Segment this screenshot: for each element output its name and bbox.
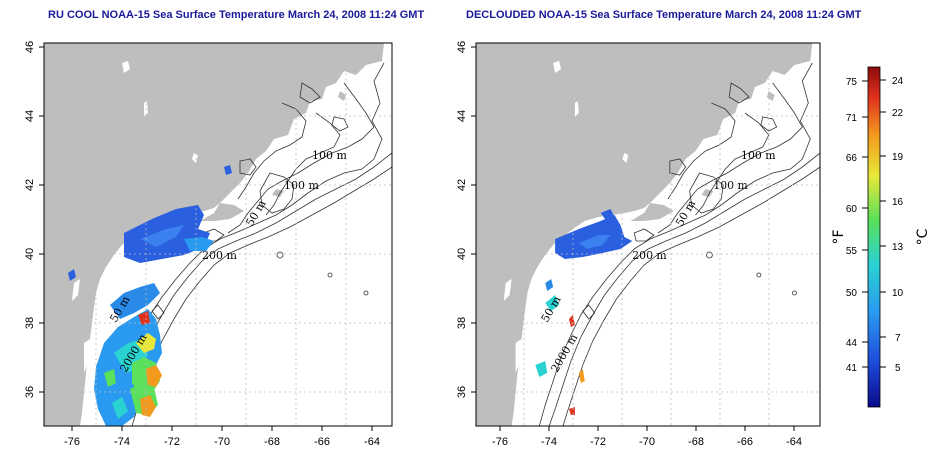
temperature-colorbar: 75 71 66 60 55 50 44 41 24 22 19 16 13 1… (831, 66, 931, 408)
celsius-tick-16: 16 (892, 197, 904, 208)
right-panel-title: DECLOUDED NOAA-15 Sea Surface Temperatur… (466, 9, 862, 21)
left-x-tick-72: -72 (164, 436, 180, 448)
right-y-tick-38: 38 (456, 317, 468, 329)
celsius-tick-7: 7 (895, 333, 901, 344)
fahrenheit-tick-50: 50 (846, 288, 858, 299)
fahrenheit-tick-66: 66 (846, 153, 858, 164)
celsius-unit-label: °C (915, 228, 931, 245)
left-contour-label-200m: 200 m (202, 249, 237, 262)
right-contour-label-50m-shelf: 50 m (539, 293, 564, 324)
right-contour-label-100m-north: 100 m (741, 149, 776, 162)
fahrenheit-unit-label: °F (831, 229, 847, 244)
fahrenheit-tick-55: 55 (846, 246, 858, 257)
left-plot-frame (43, 42, 393, 427)
right-x-tick-64: -64 (786, 436, 802, 448)
left-sst-patches (68, 165, 232, 426)
left-land-mask (44, 43, 384, 426)
celsius-tick-22: 22 (892, 108, 904, 119)
right-land-mask (476, 43, 813, 426)
right-x-tick-74: -74 (541, 436, 557, 448)
fahrenheit-tick-75: 75 (846, 77, 858, 88)
fahrenheit-tick-60: 60 (846, 204, 858, 215)
left-x-tick-74: -74 (114, 436, 130, 448)
right-contour-label-100m-south: 100 m (713, 179, 748, 192)
right-y-tick-46: 46 (456, 41, 468, 53)
left-x-tick-76: -76 (64, 436, 80, 448)
left-y-tick-36: 36 (24, 386, 36, 398)
left-y-tick-40: 40 (24, 248, 36, 260)
left-contour-label-50m-bank: 50 m (243, 197, 269, 228)
right-contour-label-200m: 200 m (632, 249, 667, 262)
fahrenheit-tick-71: 71 (846, 113, 858, 124)
right-contour-label-50m-bank: 50 m (673, 197, 698, 228)
left-contour-label-100m-north: 100 m (312, 149, 347, 162)
right-y-tick-44: 44 (456, 110, 468, 122)
colorbar-gradient (867, 66, 881, 408)
right-y-tick-36: 36 (456, 386, 468, 398)
right-x-tick-76: -76 (492, 436, 508, 448)
fahrenheit-tick-44: 44 (846, 338, 858, 349)
right-x-tick-68: -68 (688, 436, 704, 448)
fahrenheit-tick-41: 41 (846, 363, 858, 374)
right-contour-label-2000m: 2000 m (548, 331, 580, 374)
celsius-tick-10: 10 (892, 288, 904, 299)
right-x-tick-72: -72 (590, 436, 606, 448)
right-x-tick-70: -70 (639, 436, 655, 448)
left-y-tick-38: 38 (24, 317, 36, 329)
left-contour-label-100m-south: 100 m (284, 179, 319, 192)
right-sst-patches (535, 209, 633, 415)
left-x-tick-66: -66 (314, 436, 330, 448)
celsius-tick-24: 24 (892, 76, 904, 87)
right-plot-frame (475, 42, 821, 427)
left-grid (44, 43, 392, 426)
left-y-tick-44: 44 (24, 110, 36, 122)
left-x-tick-70: -70 (214, 436, 230, 448)
right-x-tick-66: -66 (737, 436, 753, 448)
celsius-tick-19: 19 (892, 152, 904, 163)
left-x-tick-64: -64 (364, 436, 380, 448)
celsius-tick-5: 5 (895, 363, 901, 374)
right-grid (476, 43, 820, 426)
left-x-tick-68: -68 (264, 436, 280, 448)
right-y-tick-40: 40 (456, 248, 468, 260)
left-y-tick-42: 42 (24, 179, 36, 191)
right-y-tick-42: 42 (456, 179, 468, 191)
left-y-tick-46: 46 (24, 41, 36, 53)
right-map-panel: 100 m 100 m 50 m 200 m 50 m 2000 m (456, 41, 821, 448)
left-panel-title: RU COOL NOAA-15 Sea Surface Temperature … (48, 9, 425, 21)
left-map-panel: 100 m 100 m 50 m 200 m 50 m 2000 m (24, 41, 393, 448)
celsius-tick-13: 13 (892, 242, 904, 253)
